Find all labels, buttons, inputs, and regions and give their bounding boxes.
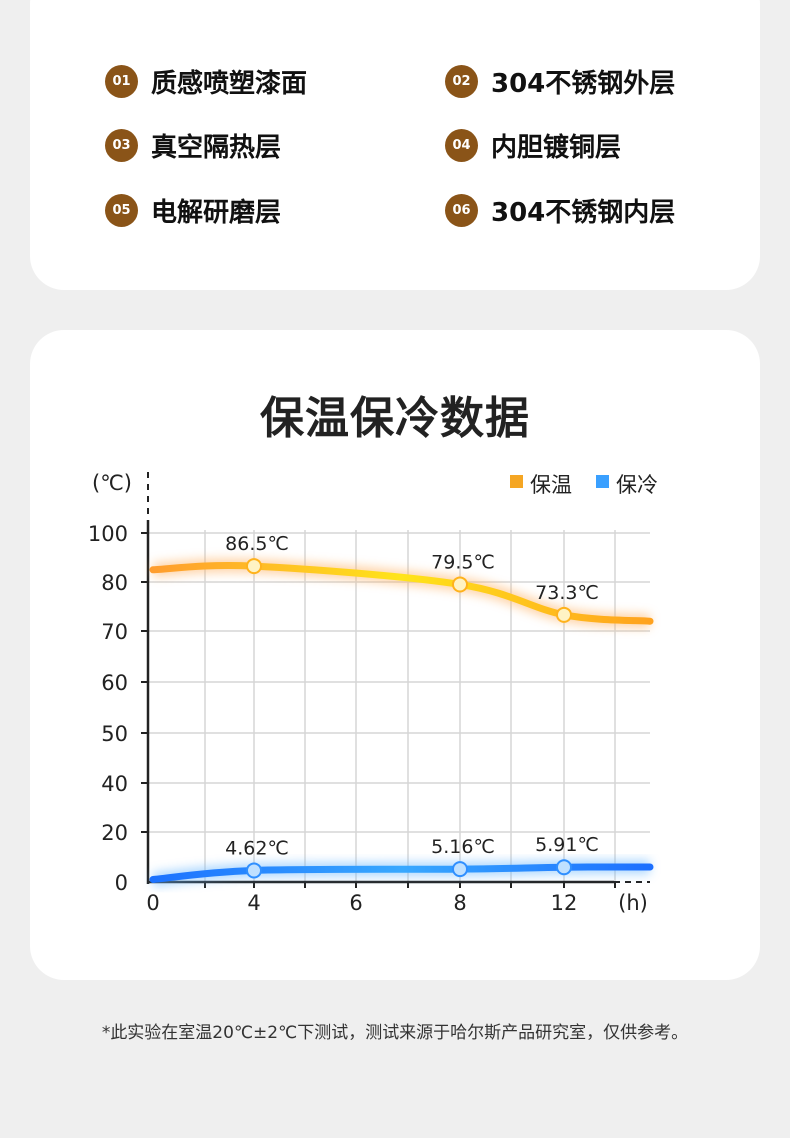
legend-swatch xyxy=(510,475,523,488)
layer-label: 真空隔热层 xyxy=(151,132,282,163)
layer-label: 304不锈钢外层 xyxy=(491,68,676,99)
chart-title: 保温保冷数据 xyxy=(260,393,530,444)
layer-badge: 04 xyxy=(445,128,478,162)
layer-badge: 05 xyxy=(105,193,138,227)
data-point xyxy=(246,862,262,879)
y-axis-label: (℃) xyxy=(92,471,132,495)
y-tick-label: 100 xyxy=(88,522,128,546)
y-tick-label: 70 xyxy=(101,620,128,644)
data-point xyxy=(556,859,572,876)
layer-badge: 03 xyxy=(105,128,138,162)
data-label: 73.3℃ xyxy=(535,582,599,604)
data-label: 5.91℃ xyxy=(535,834,599,856)
data-label: 79.5℃ xyxy=(431,551,495,573)
x-tick-label: 0 xyxy=(146,891,159,915)
layer-label: 304不锈钢内层 xyxy=(491,197,676,228)
layer-label: 电解研磨层 xyxy=(151,197,282,228)
x-tick-label: 12 xyxy=(551,891,578,915)
legend-label: 保冷 xyxy=(616,473,658,497)
series-line-warm xyxy=(149,561,654,625)
layer-label: 质感喷塑漆面 xyxy=(151,68,308,99)
chart-svg: 0 20 40 50 60 70 80 100 0 4 6 8 12 (h) (℃) 保温 保冷 86.5℃ 79.… xyxy=(88,471,658,915)
layer-badge: 06 xyxy=(445,193,478,227)
layer-badge: 01 xyxy=(105,64,138,98)
data-label: 5.16℃ xyxy=(431,836,495,858)
x-tick-label: 4 xyxy=(247,891,260,915)
x-tick-label: 6 xyxy=(349,891,362,915)
data-label: 86.5℃ xyxy=(225,533,289,555)
legend-label: 保温 xyxy=(530,473,572,497)
x-axis-label: (h) xyxy=(618,891,648,915)
legend-swatch xyxy=(596,475,609,488)
y-tick-label: 80 xyxy=(101,571,128,595)
y-tick-label: 60 xyxy=(101,671,128,695)
data-label: 4.62℃ xyxy=(225,837,289,859)
series-line-cold xyxy=(149,863,654,883)
footnote: *此实验在室温20℃±2℃下测试，测试来源于哈尔斯产品研究室，仅供参考。 xyxy=(101,1023,689,1043)
data-point xyxy=(556,606,572,623)
layer-label: 内胆镀铜层 xyxy=(491,132,622,163)
y-tick-label: 0 xyxy=(115,871,128,895)
layer-badge: 02 xyxy=(445,64,478,98)
y-tick-label: 50 xyxy=(101,722,128,746)
data-point xyxy=(452,861,468,878)
layer-item-03: 03 真空隔热层 xyxy=(105,125,281,165)
x-tick-label: 8 xyxy=(453,891,466,915)
layer-item-02: 02 304不锈钢外层 xyxy=(445,61,675,101)
data-point xyxy=(452,576,468,593)
data-point xyxy=(246,558,262,575)
layer-item-01: 01 质感喷塑漆面 xyxy=(105,61,307,101)
layer-item-04: 04 内胆镀铜层 xyxy=(445,125,621,165)
y-tick-label: 40 xyxy=(101,772,128,796)
chart-card: 保温保冷数据 0 20 40 50 60 70 80 100 0 4 6 8 12 (h) (℃) 保温 保冷 8… xyxy=(30,330,760,980)
layer-item-06: 06 304不锈钢内层 xyxy=(445,190,675,230)
layers-card: 01 质感喷塑漆面 02 304不锈钢外层 03 真空隔热层 04 内胆镀铜层 … xyxy=(30,0,760,290)
layer-item-05: 05 电解研磨层 xyxy=(105,190,281,230)
y-tick-label: 20 xyxy=(101,821,128,845)
